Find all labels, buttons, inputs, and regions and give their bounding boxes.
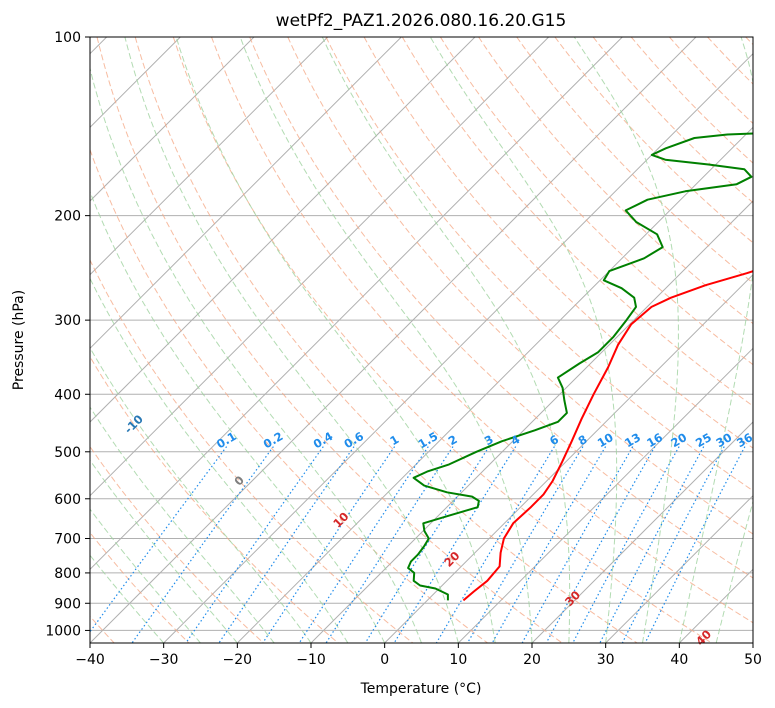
dry-adiabat bbox=[554, 37, 753, 244]
mixing-ratio-line bbox=[185, 446, 324, 643]
mixing-ratio-label: 25 bbox=[693, 430, 714, 450]
moist-adiabat bbox=[124, 37, 459, 643]
moist-adiabat bbox=[90, 346, 312, 643]
mixing-ratio-label: 20 bbox=[668, 430, 689, 450]
moist-adiabat bbox=[321, 37, 571, 643]
y-tick-label: 300 bbox=[54, 313, 81, 329]
x-axis-label: Temperature (°C) bbox=[360, 681, 482, 697]
dry-adiabat bbox=[172, 37, 713, 643]
dry-adiabat bbox=[211, 37, 753, 624]
mixing-ratio-line bbox=[521, 446, 634, 643]
x-tick-label: 50 bbox=[744, 652, 762, 668]
y-tick-label: 900 bbox=[54, 596, 81, 612]
x-tick-label: 40 bbox=[670, 652, 688, 668]
y-tick-label: 500 bbox=[54, 445, 81, 461]
isotherm-gridline bbox=[90, 37, 476, 423]
x-tick-label: 30 bbox=[597, 652, 615, 668]
isotherm-gridline bbox=[236, 126, 753, 643]
moist-adiabat bbox=[90, 406, 275, 643]
x-tick-label: −30 bbox=[149, 652, 179, 668]
temperature-trace bbox=[462, 270, 753, 602]
isotherm-gridline bbox=[90, 37, 329, 276]
dry-adiabat bbox=[90, 531, 190, 643]
isotherm-gridline bbox=[310, 200, 753, 643]
chart-title: wetPf2_PAZ1.2026.080.16.20.G15 bbox=[276, 11, 567, 31]
dry-adiabat bbox=[90, 355, 339, 643]
moist-adiabat bbox=[90, 554, 165, 643]
dry-adiabat bbox=[96, 37, 564, 643]
isotherm-gridline bbox=[163, 52, 753, 643]
mixing-ratio-line bbox=[298, 446, 429, 643]
mixing-ratio-line bbox=[599, 446, 705, 643]
y-tick-label: 100 bbox=[54, 30, 81, 46]
isotherm-gridline bbox=[90, 37, 402, 350]
y-axis-label: Pressure (hPa) bbox=[11, 290, 27, 390]
isotherm-gridline bbox=[90, 37, 623, 571]
isotherm-gridline bbox=[384, 273, 753, 643]
dry-adiabat bbox=[363, 37, 753, 449]
y-tick-label: 600 bbox=[54, 492, 81, 508]
mixing-ratio-line bbox=[262, 446, 396, 643]
mixing-ratio-line bbox=[364, 446, 490, 643]
mixing-ratio-line bbox=[466, 446, 584, 643]
isotherm-gridline bbox=[90, 37, 255, 202]
isotherm-gridline bbox=[90, 37, 550, 497]
moist-adiabat bbox=[573, 37, 679, 643]
isotherm-gridline bbox=[531, 421, 753, 643]
x-tick-label: 0 bbox=[380, 652, 389, 668]
y-tick-label: 700 bbox=[54, 532, 81, 548]
moist-adiabat bbox=[175, 37, 496, 643]
mixing-ratio-label: 13 bbox=[622, 430, 643, 450]
moist-adiabat bbox=[90, 459, 238, 643]
x-tick-label: −20 bbox=[223, 652, 253, 668]
x-tick-label: 20 bbox=[523, 652, 541, 668]
moist-adiabat bbox=[90, 277, 349, 643]
mixing-ratio-line bbox=[393, 446, 517, 643]
isotherm-gridline bbox=[90, 37, 697, 643]
y-tick-label: 1000 bbox=[45, 623, 81, 639]
moist-adiabat bbox=[90, 508, 201, 643]
moist-adiabat bbox=[678, 37, 753, 643]
dry-adiabat bbox=[592, 37, 753, 204]
dewpoint-trace bbox=[407, 132, 753, 601]
mixing-ratio-line bbox=[131, 446, 274, 643]
mixing-ratio-line bbox=[644, 446, 746, 643]
dry-adiabat bbox=[325, 37, 753, 492]
dry-adiabat bbox=[287, 37, 753, 535]
dry-adiabat bbox=[401, 37, 753, 407]
mixing-ratio-label: 36 bbox=[734, 430, 755, 450]
mixing-ratio-line bbox=[435, 446, 555, 643]
moist-adiabat bbox=[239, 37, 533, 643]
dry-adiabat bbox=[249, 37, 753, 579]
moist-adiabat bbox=[429, 37, 618, 643]
moist-adiabat bbox=[90, 190, 386, 643]
dry-adiabat bbox=[478, 37, 753, 325]
y-tick-label: 200 bbox=[54, 209, 81, 225]
y-tick-label: 800 bbox=[54, 566, 81, 582]
moist-adiabat bbox=[90, 66, 422, 643]
x-tick-label: 10 bbox=[449, 652, 467, 668]
mixing-ratio-label: 10 bbox=[595, 430, 616, 450]
mixing-ratio-line bbox=[491, 446, 607, 643]
dry-adiabat bbox=[439, 37, 753, 366]
mixing-ratio-label: 30 bbox=[713, 430, 734, 450]
plot-frame bbox=[89, 36, 754, 644]
isotherm-gridline bbox=[457, 347, 753, 643]
plot-area bbox=[90, 37, 753, 643]
mixing-ratio-label: 16 bbox=[644, 430, 665, 450]
mixing-ratio-line bbox=[325, 446, 454, 643]
x-tick-label: −10 bbox=[296, 652, 326, 668]
y-tick-label: 400 bbox=[54, 387, 81, 403]
x-tick-label: −40 bbox=[75, 652, 105, 668]
axis-ticks: −40 −30 −20 −10 0 10 20 30 40 50 100 200 300 400 500 60… bbox=[45, 30, 762, 668]
isotherm-gridline bbox=[605, 494, 753, 643]
dry-adiabat bbox=[134, 37, 638, 643]
